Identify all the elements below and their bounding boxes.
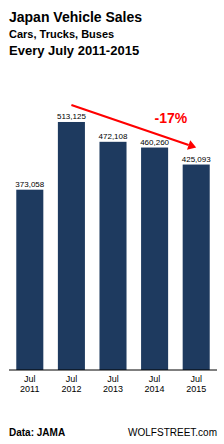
x-tick-label: Jul2014 [145, 374, 165, 394]
trend-arrow [71, 105, 196, 150]
bar [16, 190, 43, 370]
annotation: -17% [155, 110, 188, 126]
arrow-head [187, 140, 196, 149]
x-tick-label: Jul2011 [20, 374, 39, 394]
bar [99, 142, 126, 370]
x-tick-label: Jul2015 [186, 374, 206, 394]
x-axis-line [9, 370, 217, 371]
data-label: 460,260 [140, 138, 169, 147]
x-tick-label: Jul2013 [103, 374, 123, 394]
data-label: 513,125 [57, 112, 86, 121]
chart-container: Japan Vehicle Sales Cars, Trucks, Buses Ev… [0, 0, 224, 444]
bar [183, 165, 210, 370]
x-tick-label: Jul2012 [61, 374, 81, 394]
bars [16, 122, 209, 370]
chart: Japan Vehicle Sales Cars, Trucks, Buses Ev… [0, 0, 224, 444]
subtitle: Every July 2011-2015 [9, 43, 139, 58]
footer-source: Data: JAMA [9, 427, 65, 438]
data-label: 425,093 [182, 155, 211, 164]
bar [58, 122, 85, 370]
arrow-shaft [71, 105, 188, 145]
footer-credit: WOLFSTREET.com [128, 427, 217, 438]
title: Japan Vehicle Sales [9, 9, 142, 25]
bar [141, 148, 168, 370]
subtitle: Cars, Trucks, Buses [9, 28, 114, 40]
data-label: 373,058 [15, 180, 44, 189]
data-label: 472,108 [99, 132, 128, 141]
